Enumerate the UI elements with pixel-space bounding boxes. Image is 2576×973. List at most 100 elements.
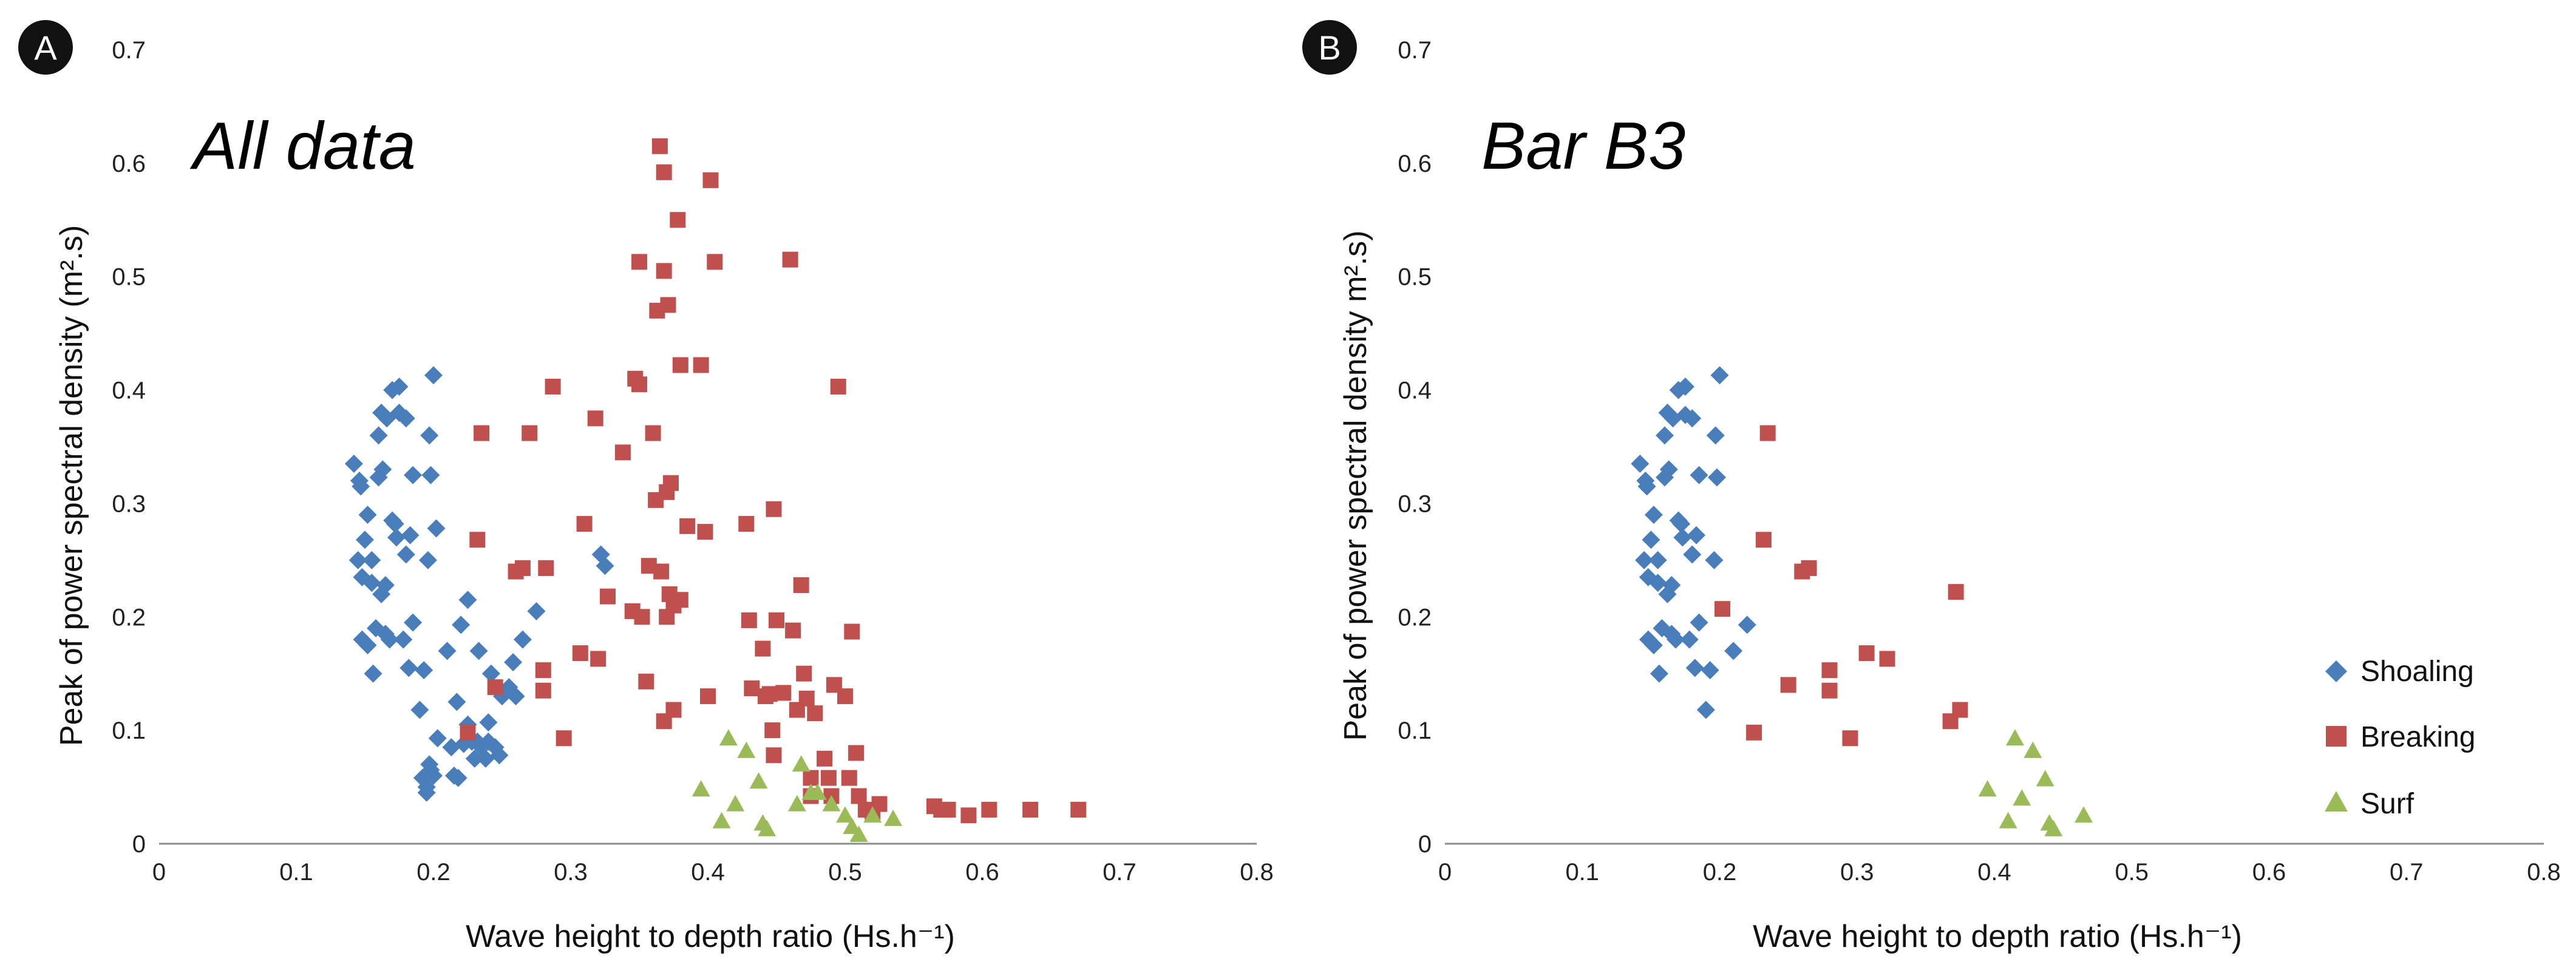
panel-a-shoaling-point — [396, 409, 415, 428]
panel-a-shoaling-point — [418, 551, 437, 569]
panel-a-y-tick-label: 0.3 — [112, 490, 146, 517]
panel-a-breaking-point — [766, 501, 782, 517]
panel-a-shoaling-point — [513, 630, 532, 649]
panel-a-y-tick-label: 0.1 — [112, 717, 146, 744]
panel-b-breaking-point — [1746, 724, 1762, 741]
panel-a-shoaling-point — [369, 426, 388, 445]
panel-b-shoaling-point — [1667, 630, 1685, 649]
panel-a-shoaling-point — [358, 506, 377, 524]
panel-a-shoaling-point — [449, 768, 467, 787]
panel-a-breaking-point — [803, 770, 819, 786]
panel-b-shoaling-point — [1685, 659, 1704, 677]
panel-a-breaking-point — [645, 425, 661, 441]
panel-b-shoaling-point — [1656, 426, 1674, 445]
panel-a-y-tick-label: 0.2 — [112, 604, 146, 631]
panel-a-breaking-point — [1070, 801, 1087, 818]
panel-b-shoaling-point — [1683, 545, 1702, 564]
panel-b-y-tick-label: 0 — [1418, 831, 1432, 858]
legend: Shoaling Breaking Surf — [2325, 656, 2475, 820]
panel-a-breaking-point — [538, 560, 554, 576]
panel-a-x-tick-label: 0 — [152, 859, 166, 886]
panel-a-breaking-point — [662, 475, 679, 491]
panel-b-surf-point — [1978, 780, 1997, 797]
panel-b-shoaling-point — [1644, 506, 1663, 524]
panel-a-breaking-point — [851, 788, 867, 804]
panel-a-breaking-point — [460, 724, 476, 741]
panel-b-x-axis-label: Wave height to depth ratio (Hs.h⁻¹) — [1753, 919, 2242, 954]
panel-a-shoaling-point — [362, 551, 381, 569]
panel-a-marks — [344, 138, 1087, 842]
panel-a-breaking-point — [474, 425, 490, 441]
panel-a-breaking-point — [665, 702, 682, 718]
panel-a-breaking-point — [707, 254, 723, 270]
panel-a-shoaling-point — [447, 693, 466, 711]
panel-b-breaking-point — [1715, 601, 1731, 617]
panel-a-shoaling-point — [458, 591, 477, 609]
panel-b-x-tick-label: 0.4 — [1977, 859, 2011, 886]
panel-a-breaking-point — [837, 688, 853, 705]
panel-b-shoaling-point — [1738, 615, 1756, 634]
legend-item-breaking: Breaking — [2326, 721, 2475, 753]
panel-a-breaking-point — [514, 560, 531, 576]
panel-a-breaking-point — [638, 673, 654, 690]
panel-b-y-axis-label: Peak of power spectral density m².s) — [1338, 231, 1373, 741]
panel-a-shoaling-point — [356, 531, 374, 549]
panel-b-x-tick-label: 0.1 — [1565, 859, 1599, 886]
panel-a-shoaling-point — [415, 661, 433, 680]
panel-a-y-tick-label: 0 — [132, 831, 146, 858]
panel-b-shoaling-point — [1644, 636, 1663, 654]
panel-b-surf-point — [2013, 789, 2031, 806]
panel-b-y-tick-label: 0.4 — [1398, 378, 1432, 404]
panel-a-breaking-point — [841, 770, 857, 786]
panel-a-y-axis-label: Peak of power spectral density (m².s) — [54, 225, 89, 746]
panel-a-shoaling-point — [390, 377, 409, 396]
panel-a-shoaling-point — [401, 526, 420, 544]
panel-b-x-tick-label: 0.2 — [1703, 859, 1737, 886]
panel-a-shoaling-point — [396, 545, 415, 564]
legend-label-surf: Surf — [2360, 788, 2415, 820]
panel-a-breaking-point — [487, 679, 503, 696]
panel-a-breaking-point — [614, 444, 631, 461]
panel-a-breaking-point — [769, 612, 784, 628]
panel-a-x-tick-label: 0.3 — [554, 859, 588, 886]
panel-a-surf-point — [692, 780, 710, 797]
panel-a-y-tick-label: 0.4 — [112, 378, 146, 404]
panel-b-x-tick-label: 0 — [1438, 859, 1452, 886]
panel-b-x-tick-label: 0.3 — [1840, 859, 1874, 886]
panel-a-badge — [18, 20, 73, 75]
panel-b-shoaling-point — [1707, 468, 1726, 487]
panel-a-shoaling-point — [504, 653, 523, 672]
panel-a-breaking-point — [848, 745, 865, 761]
panel-b-marks — [1631, 366, 2093, 836]
panel-a-shoaling-point — [527, 602, 546, 620]
panel-a-shoaling-point — [417, 783, 436, 802]
panel-b-surf-point — [2024, 741, 2042, 758]
panel-b-shoaling-point — [1690, 613, 1708, 632]
panel-a-x-tick-label: 0.5 — [828, 859, 862, 886]
legend-marker-surf — [2325, 791, 2348, 812]
panel-a-breaking-point — [960, 807, 977, 824]
legend-label-shoaling: Shoaling — [2360, 656, 2474, 688]
panel-b: B Bar B3 Peak of power spectral density … — [1302, 20, 2561, 954]
panel-b-shoaling-point — [1680, 630, 1699, 649]
panel-b-y-tick-label: 0.3 — [1398, 490, 1432, 517]
panel-a-surf-point — [849, 826, 868, 842]
panel-a-breaking-point — [672, 357, 688, 373]
panel-b-shoaling-point — [1648, 551, 1667, 569]
panel-a-breaking-point — [738, 516, 755, 532]
panel-b-x-tick-label: 0.8 — [2527, 859, 2561, 886]
panel-b-shoaling-point — [1705, 551, 1724, 569]
panel-a-surf-point — [836, 806, 854, 823]
panel-a-breaking-point — [590, 651, 607, 667]
panel-a-shoaling-point — [438, 642, 457, 660]
panel-a-shoaling-point — [424, 366, 443, 385]
panel-b-surf-point — [2075, 806, 2093, 823]
panel-a-shoaling-point — [427, 519, 446, 538]
panel-a-shoaling-point — [373, 460, 392, 479]
panel-b-shoaling-point — [1648, 574, 1667, 592]
panel-a-shoaling-point — [490, 746, 509, 765]
panel-a-shoaling-point — [479, 713, 498, 732]
panel-a-breaking-point — [796, 665, 812, 682]
panel-a-breaking-point — [820, 770, 837, 786]
panel-a-breaking-point — [651, 138, 668, 154]
